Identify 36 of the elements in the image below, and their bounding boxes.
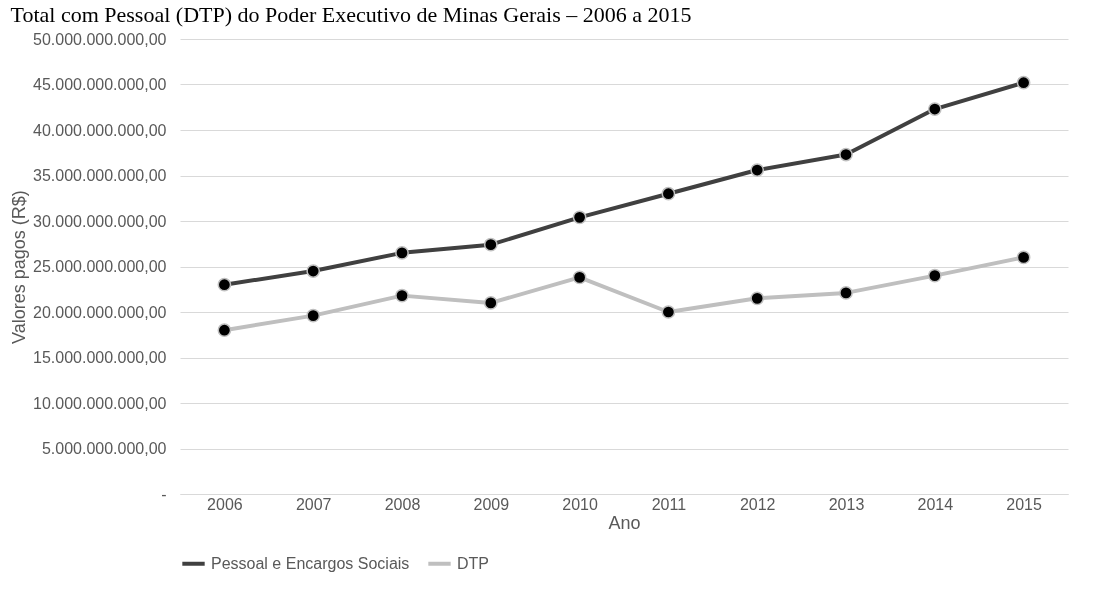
y-tick-label: 5.000.000.000,00 [41,440,167,457]
x-tick-label: 2010 [562,495,598,513]
y-tick-label: 35.000.000.000,00 [33,167,167,184]
x-tick-label: 2013 [828,495,865,513]
point [306,308,321,323]
point [395,288,409,303]
y-axis-title: Valores pagos (R$) [9,190,30,344]
y-tick-label: 20.000.000.000,00 [33,303,167,321]
point [572,270,587,285]
legend-label: Pessoal e Encargos Sociais [211,554,410,572]
x-tick-label: 2015 [1006,495,1042,513]
y-tick-label: 15.000.000.000,00 [33,349,167,366]
y-tick-label: 40.000.000.000,00 [33,121,167,139]
y-tick-label: - [161,485,167,503]
x-tick-label: 2007 [295,495,332,513]
x-tick-label: 2006 [207,495,243,513]
y-tick-label: 30.000.000.000,00 [33,212,167,230]
point [1016,250,1031,265]
y-tick-label: 45.000.000.000,00 [33,76,167,93]
x-tick-label: 2014 [917,495,954,513]
point [927,268,942,283]
point [839,286,853,300]
chart-title: Total com Pessoal (DTP) do Poder Executivo de Minas Gerais – 2006 a 2015 [10,2,692,27]
point [750,291,765,306]
point [661,305,676,319]
x-tick-label: 2009 [473,495,510,513]
x-tick-label: 2012 [739,495,776,513]
y-tick-label: 25.000.000.000,00 [33,258,167,275]
legend-label: DTP [457,554,489,572]
y-tick-label: 10.000.000.000,00 [33,394,167,412]
y-tick-label: 50.000.000.000,00 [33,30,167,48]
point [217,323,232,338]
x-tick-label: 2008 [384,495,421,513]
point [483,296,498,310]
x-axis-title: Ano [608,512,641,533]
x-tick-label: 2011 [651,495,687,513]
